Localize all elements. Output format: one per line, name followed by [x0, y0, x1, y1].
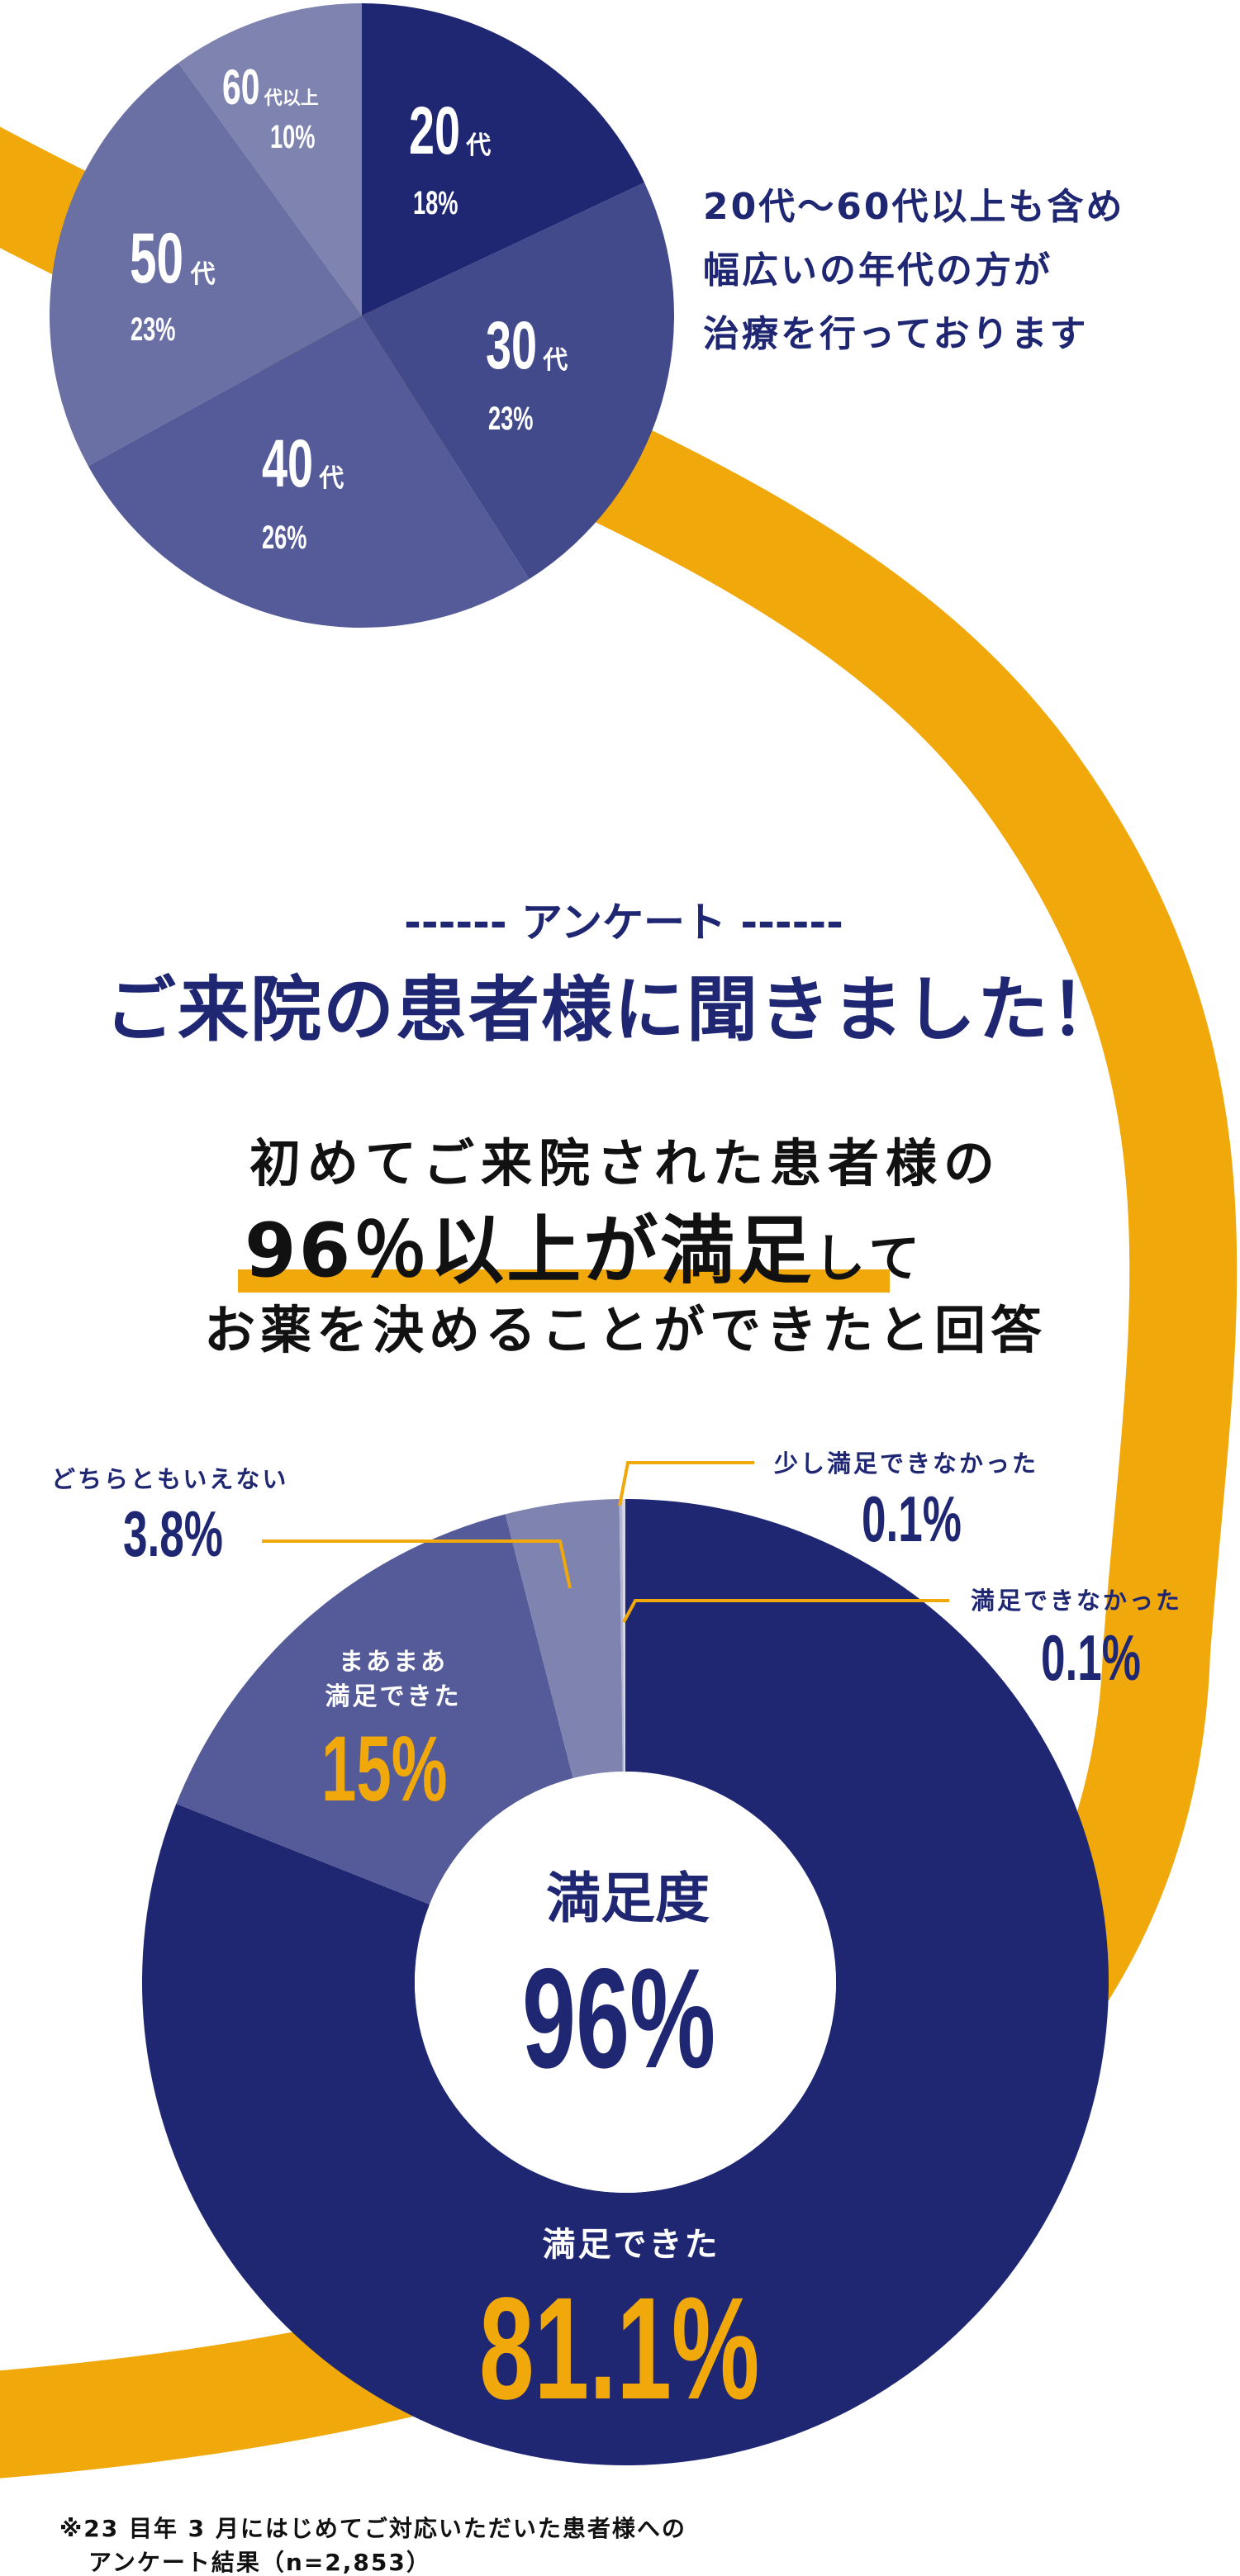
leader-line-slightly-unsatisfied [618, 1461, 754, 1506]
age-pie-slice-4 [178, 3, 362, 315]
lead-highlight: 96％以上が満足 [245, 1207, 815, 1294]
slice-label-50s: 50 代 [130, 219, 216, 298]
satisfaction-donut-chart [141, 1499, 1109, 2465]
value-slightly-unsatisfied: 0.1% [862, 1483, 962, 1555]
label-satisfied: 満足できた [542, 2226, 720, 2264]
label-slightly-unsatisfied: 少し満足できなかった [774, 1449, 1039, 1478]
label-neutral: どちらともいえない [51, 1465, 289, 1493]
value-neutral: 3.8% [123, 1497, 223, 1570]
slice-label-20s: 20 代 [409, 93, 492, 168]
leader-line-neutral [262, 1539, 572, 1589]
lead-suffix: して [814, 1228, 925, 1288]
highlight-underline [238, 1269, 890, 1293]
footnote-line-2: アンケート結果（n=2,853） [88, 2549, 431, 2576]
center-value: 96% [522, 1939, 716, 2098]
age-description-line-2: 幅広いの年代の方が [703, 249, 1052, 292]
age-pie-slice-2 [88, 315, 530, 628]
lead-line-2: 96％以上が満足して [245, 1214, 924, 1288]
slice-label-40s: 40 代 [262, 426, 344, 501]
lead-line-3: お薬を決めることができたと回答 [203, 1300, 1048, 1360]
age-description-line-3: 治療を行っております [703, 313, 1089, 355]
value-satisfied: 81.1% [479, 2268, 760, 2430]
slice-label-30s: 30 代 [486, 308, 568, 383]
label-somewhat-satisfied-line-2: 満足できた [325, 1682, 462, 1711]
label-somewhat-satisfied-line-1: まあまあ [339, 1648, 448, 1677]
donut-slice-1 [176, 1514, 573, 1905]
lead-line-1: 初めてご来院された患者様の [249, 1133, 1002, 1193]
leader-lines [262, 1461, 949, 1623]
slice-value-30s: 23% [488, 401, 534, 437]
donut-slice-2 [505, 1499, 623, 1778]
age-description-line-1: 20代〜60代以上も含め [703, 186, 1125, 228]
value-unsatisfied: 0.1% [1041, 1621, 1141, 1694]
survey-eyebrow: ------ アンケート ------ [404, 899, 843, 946]
slice-value-50s: 23% [131, 311, 176, 348]
slice-value-20s: 18% [413, 185, 458, 221]
donut-slice-0 [141, 1499, 1109, 2465]
value-somewhat-satisfied: 15% [321, 1717, 448, 1820]
donut-center-hole [415, 1772, 836, 2193]
slice-value-60s-plus: 10% [270, 119, 316, 155]
leader-line-unsatisfied [622, 1599, 949, 1623]
center-label: 満足度 [546, 1867, 710, 1930]
donut-slice-4 [622, 1499, 625, 1772]
age-pie-slice-1 [362, 183, 674, 580]
label-unsatisfied: 満足できなかった [971, 1587, 1183, 1615]
footnote-line-1: ※23 目年 3 月にはじめてご対応いただいた患者様への [59, 2515, 687, 2542]
slice-value-40s: 26% [262, 519, 307, 556]
slice-label-60s-plus: 60 代以上 [222, 59, 319, 115]
donut-slice-3 [619, 1499, 625, 1772]
age-pie-chart [50, 3, 674, 628]
survey-title: ご来院の患者様に聞きました！ [105, 969, 1123, 1051]
age-pie-slice-3 [50, 63, 363, 467]
age-pie-slice-0 [362, 3, 645, 315]
